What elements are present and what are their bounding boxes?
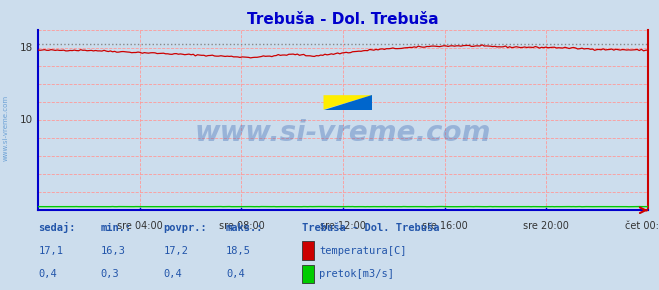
Text: 16,3: 16,3 [101,246,126,256]
Text: 0,3: 0,3 [101,269,119,279]
Text: min.:: min.: [101,223,132,233]
Text: 0,4: 0,4 [163,269,182,279]
Text: 17,2: 17,2 [163,246,188,256]
Text: 18: 18 [20,44,34,53]
Text: čet 00:00: čet 00:00 [625,221,659,231]
Text: sre 20:00: sre 20:00 [523,221,569,231]
Text: 18,5: 18,5 [226,246,251,256]
Text: 10: 10 [20,115,34,125]
Text: maks.:: maks.: [226,223,264,233]
Text: Trebuša - Dol. Trebuša: Trebuša - Dol. Trebuša [302,223,440,233]
Polygon shape [324,95,372,110]
Text: povpr.:: povpr.: [163,223,207,233]
Text: pretok[m3/s]: pretok[m3/s] [319,269,394,279]
Text: www.si-vreme.com: www.si-vreme.com [2,95,9,161]
Text: temperatura[C]: temperatura[C] [319,246,407,256]
Text: sre 16:00: sre 16:00 [422,221,467,231]
Text: sedaj:: sedaj: [38,222,76,233]
Text: 0,4: 0,4 [226,269,244,279]
Text: sre 08:00: sre 08:00 [219,221,264,231]
Text: sre 04:00: sre 04:00 [117,221,163,231]
Text: sre 12:00: sre 12:00 [320,221,366,231]
Title: Trebuša - Dol. Trebuša: Trebuša - Dol. Trebuša [247,12,439,26]
Text: 0,4: 0,4 [38,269,57,279]
Text: 17,1: 17,1 [38,246,63,256]
Polygon shape [324,95,372,110]
Text: www.si-vreme.com: www.si-vreme.com [195,119,491,147]
